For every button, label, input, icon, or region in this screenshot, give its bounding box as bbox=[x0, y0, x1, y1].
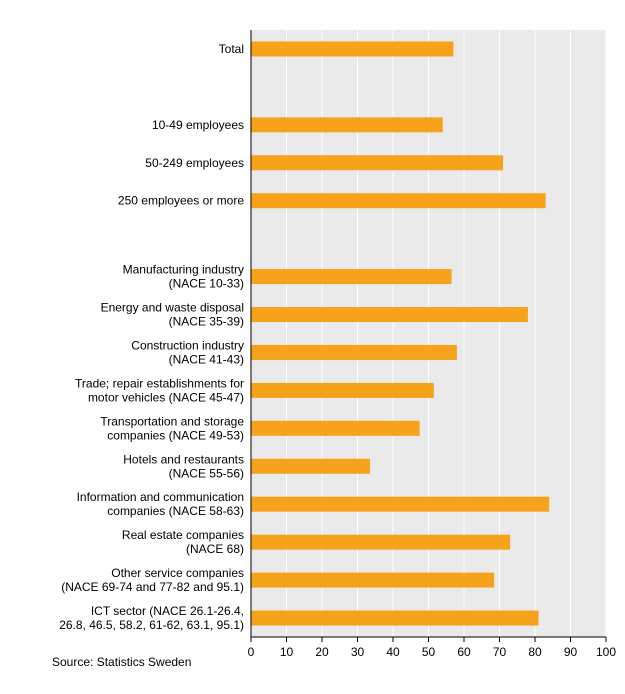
category-label: Other service companies (NACE 69-74 and 7… bbox=[61, 566, 244, 594]
category-label: Trade; repair establishments for motor ve… bbox=[75, 376, 244, 404]
category-label: Total bbox=[219, 42, 244, 56]
bar bbox=[251, 534, 511, 550]
bar bbox=[251, 458, 370, 474]
x-tick-label: 70 bbox=[493, 645, 507, 659]
bar bbox=[251, 382, 434, 398]
bar bbox=[251, 41, 454, 57]
x-axis: 0 10 20 30 40 50 60 70 80 90 100 bbox=[248, 30, 616, 659]
bar bbox=[251, 344, 457, 360]
x-tick-label: 20 bbox=[315, 645, 329, 659]
x-tick-label: 40 bbox=[386, 645, 400, 659]
category-label: 10-49 employees bbox=[152, 118, 244, 132]
category-label: Manufacturing industry (NACE 10-33) bbox=[123, 263, 244, 291]
x-tick-label: 30 bbox=[351, 645, 365, 659]
x-tick-label: 60 bbox=[457, 645, 471, 659]
bar bbox=[251, 610, 539, 626]
category-label: Real estate companies (NACE 68) bbox=[122, 528, 244, 556]
bar bbox=[251, 269, 452, 285]
category-label: Information and communication companies (… bbox=[77, 490, 244, 518]
x-tick-label: 50 bbox=[422, 645, 436, 659]
x-tick-label: 90 bbox=[564, 645, 578, 659]
category-label: Hotels and restaurants (NACE 55-56) bbox=[123, 452, 244, 480]
category-label: 50-249 employees bbox=[145, 156, 244, 170]
bar bbox=[251, 572, 495, 588]
category-label: ICT sector (NACE 26.1-26.4, 26.8, 46.5, 5… bbox=[59, 604, 244, 632]
bar bbox=[251, 155, 504, 171]
bar bbox=[251, 193, 546, 209]
category-label: 250 employees or more bbox=[118, 194, 244, 208]
category-label: Construction industry (NACE 41-43) bbox=[131, 338, 244, 366]
bar bbox=[251, 117, 443, 133]
bar bbox=[251, 420, 420, 436]
category-labels: Total 10-49 employees 50-249 employees 250 … bbox=[59, 42, 244, 632]
bars bbox=[251, 41, 550, 626]
category-label: Energy and waste disposal (NACE 35-39) bbox=[101, 301, 244, 329]
category-label: Transportation and storage companies (NAC… bbox=[100, 414, 244, 442]
bar bbox=[251, 307, 528, 323]
x-tick-label: 10 bbox=[280, 645, 294, 659]
bar bbox=[251, 496, 550, 512]
x-tick-label: 80 bbox=[528, 645, 542, 659]
x-tick-label: 0 bbox=[248, 645, 255, 659]
source-note: Source: Statistics Sweden bbox=[52, 655, 192, 669]
x-tick-label: 100 bbox=[596, 645, 616, 659]
